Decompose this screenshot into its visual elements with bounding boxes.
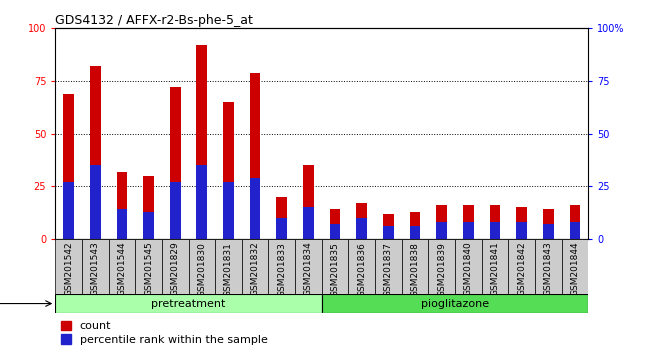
Bar: [268, 239, 295, 294]
Text: GSM201545: GSM201545: [144, 242, 153, 296]
Bar: [170, 182, 181, 239]
Bar: [516, 222, 527, 239]
Bar: [463, 222, 474, 239]
Bar: [109, 239, 135, 294]
Bar: [196, 165, 207, 239]
Bar: [410, 212, 421, 239]
Bar: [489, 205, 500, 239]
Bar: [170, 87, 181, 239]
Bar: [223, 182, 234, 239]
Bar: [215, 239, 242, 294]
Bar: [543, 224, 554, 239]
Bar: [356, 218, 367, 239]
Bar: [383, 214, 394, 239]
Bar: [428, 239, 455, 294]
Text: pretreatment: pretreatment: [151, 298, 226, 309]
Bar: [90, 66, 101, 239]
Bar: [116, 172, 127, 239]
Bar: [55, 294, 322, 313]
Bar: [303, 165, 314, 239]
Bar: [322, 294, 588, 313]
Bar: [436, 222, 447, 239]
Text: GSM201838: GSM201838: [411, 242, 419, 297]
Text: GSM201839: GSM201839: [437, 242, 446, 297]
Bar: [250, 73, 261, 239]
Text: GSM201835: GSM201835: [331, 242, 339, 297]
Bar: [196, 45, 207, 239]
Bar: [188, 239, 215, 294]
Text: GSM201832: GSM201832: [251, 242, 259, 296]
Bar: [535, 239, 562, 294]
Bar: [436, 205, 447, 239]
Bar: [63, 93, 74, 239]
Bar: [242, 239, 268, 294]
Bar: [276, 218, 287, 239]
Text: GDS4132 / AFFX-r2-Bs-phe-5_at: GDS4132 / AFFX-r2-Bs-phe-5_at: [55, 14, 253, 27]
Bar: [82, 239, 109, 294]
Text: GSM201843: GSM201843: [544, 242, 552, 296]
Bar: [489, 222, 500, 239]
Bar: [250, 178, 261, 239]
Bar: [356, 203, 367, 239]
Bar: [516, 207, 527, 239]
Bar: [562, 239, 588, 294]
Text: GSM201831: GSM201831: [224, 242, 233, 297]
Text: GSM201844: GSM201844: [571, 242, 579, 296]
Bar: [330, 210, 341, 239]
Text: GSM201829: GSM201829: [171, 242, 179, 296]
Bar: [63, 182, 74, 239]
Bar: [55, 239, 82, 294]
Bar: [303, 207, 314, 239]
Bar: [276, 197, 287, 239]
Text: pioglitazone: pioglitazone: [421, 298, 489, 309]
Bar: [330, 224, 341, 239]
Bar: [455, 239, 482, 294]
Bar: [375, 239, 402, 294]
Text: GSM201542: GSM201542: [64, 242, 73, 296]
Bar: [463, 205, 474, 239]
Bar: [295, 239, 322, 294]
Legend: count, percentile rank within the sample: count, percentile rank within the sample: [61, 321, 268, 345]
Text: GSM201833: GSM201833: [278, 242, 286, 297]
Bar: [543, 210, 554, 239]
Bar: [569, 222, 580, 239]
Bar: [410, 226, 421, 239]
Bar: [508, 239, 535, 294]
Text: GSM201840: GSM201840: [464, 242, 473, 296]
Bar: [482, 239, 508, 294]
Text: GSM201543: GSM201543: [91, 242, 99, 296]
Bar: [143, 212, 154, 239]
Text: GSM201842: GSM201842: [517, 242, 526, 296]
Bar: [135, 239, 162, 294]
Text: GSM201837: GSM201837: [384, 242, 393, 297]
Text: GSM201830: GSM201830: [198, 242, 206, 297]
Bar: [116, 210, 127, 239]
Text: GSM201834: GSM201834: [304, 242, 313, 296]
Bar: [143, 176, 154, 239]
Text: GSM201841: GSM201841: [491, 242, 499, 296]
Text: GSM201836: GSM201836: [358, 242, 366, 297]
Bar: [322, 239, 348, 294]
Bar: [162, 239, 188, 294]
Bar: [223, 102, 234, 239]
Bar: [402, 239, 428, 294]
Bar: [569, 205, 580, 239]
Bar: [90, 165, 101, 239]
Bar: [383, 226, 394, 239]
Bar: [348, 239, 375, 294]
Text: GSM201544: GSM201544: [118, 242, 126, 296]
